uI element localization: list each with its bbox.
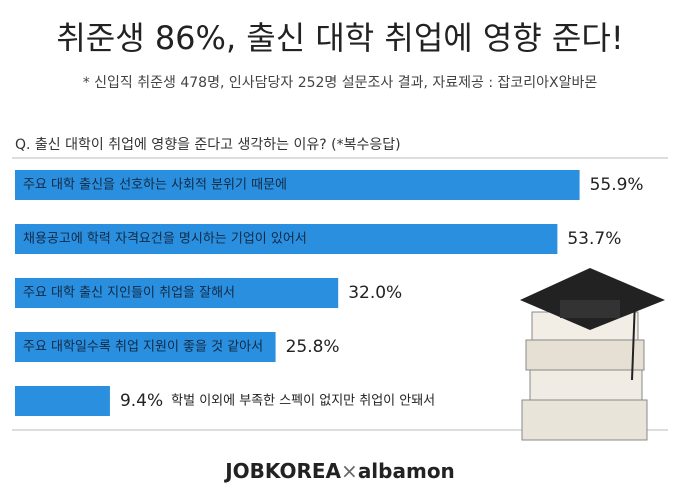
category-label: 학벌 이외에 부족한 스펙이 없지만 취업이 안돼서 <box>171 394 435 409</box>
category-label: 주요 대학 출신을 선호하는 사회적 분위기 때문에 <box>23 178 287 193</box>
brand-separator: × <box>341 459 358 483</box>
chart-title: 취준생 86%, 출신 대학 취업에 영향 준다! <box>56 19 623 57</box>
value-label: 25.8% <box>286 337 340 357</box>
bar <box>15 170 580 200</box>
bar <box>15 386 110 416</box>
question: Q. 출신 대학이 취업에 영향을 준다고 생각하는 이유? (*복수응답) <box>15 137 401 153</box>
bar <box>15 332 276 362</box>
value-label: 9.4% <box>120 391 163 411</box>
footer-brand: JOBKOREA×albamon <box>223 459 455 483</box>
brand-jobkorea: JOBKOREA <box>223 459 341 483</box>
bar <box>15 224 558 254</box>
category-label: 채용공고에 학력 자격요건을 명시하는 기업이 있어서 <box>23 232 307 247</box>
brand-albamon: albamon <box>358 459 455 483</box>
books-illustration <box>520 268 665 441</box>
chart-subtitle: * 신입직 취준생 478명, 인사담당자 252명 설문조사 결과, 자료제공… <box>83 75 598 91</box>
value-label: 55.9% <box>590 175 644 195</box>
category-label: 주요 대학 출신 지인들이 취업을 잘해서 <box>23 286 235 301</box>
value-label: 32.0% <box>348 283 402 303</box>
category-label: 주요 대학일수록 취업 지원이 좋을 것 같아서 <box>23 340 263 355</box>
bar <box>15 278 339 308</box>
value-label: 53.7% <box>567 229 621 249</box>
